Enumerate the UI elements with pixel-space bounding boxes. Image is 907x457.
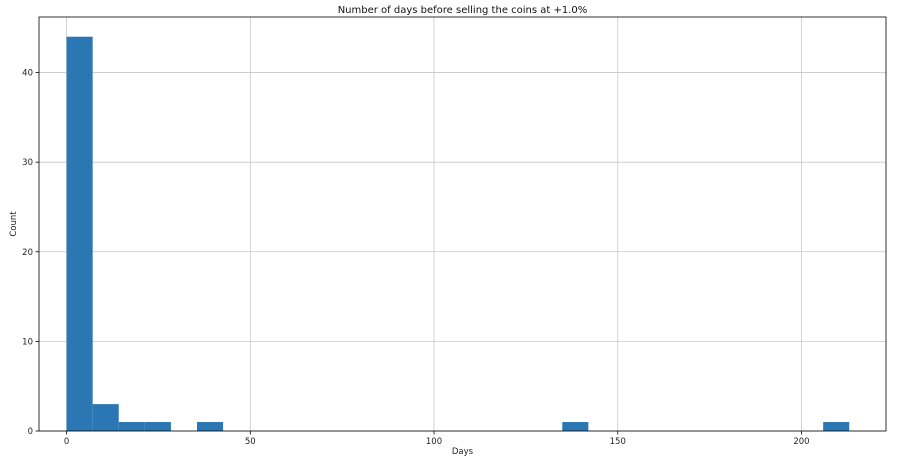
histogram-bar: [66, 36, 93, 431]
histogram-bar: [562, 422, 589, 431]
x-tick-label: 100: [426, 437, 442, 447]
x-tick-label: 150: [610, 437, 626, 447]
x-tick-label: 200: [793, 437, 809, 447]
y-axis-label: Count: [9, 211, 19, 237]
y-tick-label: 0: [28, 427, 33, 437]
y-tick-label: 40: [22, 69, 33, 79]
histogram-bar: [197, 422, 224, 431]
y-tick-label: 20: [22, 248, 33, 258]
chart-title: Number of days before selling the coins …: [338, 5, 588, 16]
plot-frame: [38, 16, 887, 432]
y-tick-label: 10: [22, 337, 33, 347]
y-axis-ticks: 0 10 20 30 40: [22, 69, 39, 437]
x-axis-ticks: 0 50 100 150 200: [64, 431, 810, 447]
x-tick-label: 0: [64, 437, 69, 447]
histogram-bar: [118, 422, 145, 431]
grid-lines: [39, 17, 886, 432]
histogram-bar: [823, 422, 850, 431]
x-axis-label: Days: [452, 447, 474, 457]
histogram-bars: [66, 36, 850, 431]
x-tick-label: 50: [245, 437, 256, 447]
y-tick-label: 30: [22, 158, 33, 168]
histogram-bar: [92, 404, 119, 431]
histogram-bar: [144, 422, 171, 431]
